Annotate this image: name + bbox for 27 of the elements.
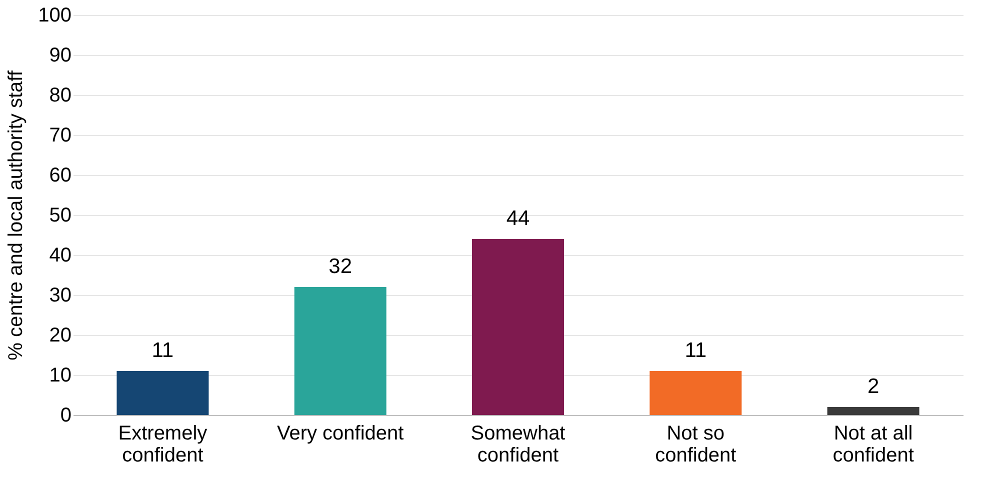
bar	[827, 407, 920, 415]
y-tick-label: 0	[60, 404, 72, 426]
x-tick-label: Very confident	[276, 422, 404, 444]
data-label: 2	[867, 375, 880, 398]
data-label: 44	[506, 207, 530, 230]
y-tick-label: 100	[38, 4, 72, 26]
bar	[294, 287, 386, 415]
y-tick-label: 70	[49, 124, 72, 146]
x-tick-label: Extremely confident	[118, 422, 208, 466]
y-tick-label: 30	[49, 284, 72, 306]
y-axis-title: % centre and local authority staff	[5, 70, 28, 360]
y-tick-label: 50	[49, 204, 72, 226]
bar	[472, 239, 564, 415]
y-tick-label: 80	[49, 84, 72, 106]
y-tick-label: 40	[49, 244, 72, 266]
y-tick-label: 60	[49, 164, 72, 186]
x-tick-label: Not at all confident	[832, 422, 914, 466]
y-tick-label: 20	[49, 324, 72, 346]
data-label: 32	[328, 255, 352, 278]
x-tick-label: Somewhat confident	[470, 422, 566, 466]
y-tick-label: 10	[49, 364, 72, 386]
data-label: 11	[684, 339, 707, 362]
bar	[650, 371, 742, 415]
bar	[116, 371, 209, 415]
data-label: 11	[152, 339, 174, 362]
x-tick-label: Not so confident	[655, 422, 737, 466]
y-tick-label: 90	[49, 44, 72, 66]
